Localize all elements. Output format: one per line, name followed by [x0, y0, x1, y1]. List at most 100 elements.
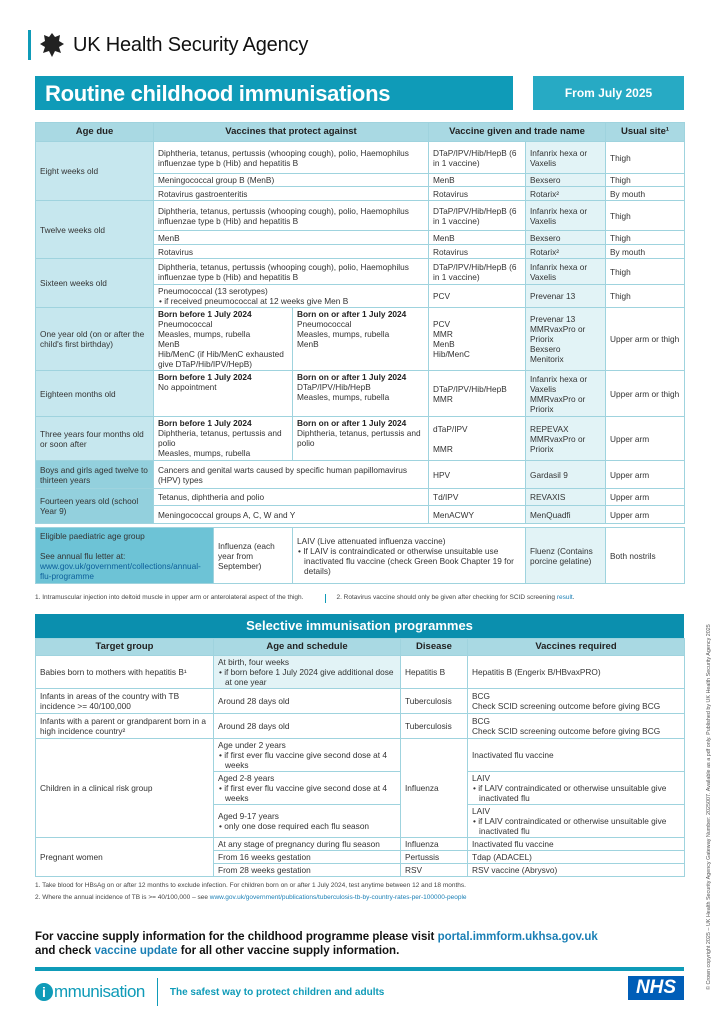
col-site: Usual site¹: [605, 122, 686, 142]
schedule-cell: Around 28 days old: [213, 713, 401, 739]
given-cell: DTaP/IPV/Hib/HepB MMR: [428, 370, 526, 417]
protects-cell: Cancers and genital warts caused by spec…: [153, 460, 429, 489]
given-cell: Rotavirus: [428, 186, 526, 201]
flu-vaccine: LAIV (Live attenuated influenza vaccine): [297, 535, 446, 546]
site-cell: Thigh: [605, 284, 686, 308]
schedule-cell: From 16 weeks gestation: [213, 850, 401, 864]
immform-link[interactable]: portal.immform.ukhsa.gov.uk: [437, 931, 598, 943]
born-before-cell: Born before 1 July 2024 No appointment: [153, 370, 293, 417]
trade-cell: Bexsero: [524, 173, 607, 187]
copyright-text: © Crown copyright 2025 – UK Health Secur…: [706, 624, 712, 990]
table-row: Twelve weeks old Diphtheria, tetanus, per…: [35, 200, 686, 259]
footnote-2: 2. Where the annual incidence of TB is >…: [35, 892, 467, 904]
trade-cell: Infanrix hexa or Vaxelis: [524, 200, 607, 231]
trade-cell: REVAXIS: [524, 488, 607, 506]
protects-cell: Pneumococcal (13 serotypes) • if received…: [153, 284, 429, 308]
nhs-logo: NHS: [628, 976, 684, 1000]
col-vaccines-required: Vaccines required: [467, 638, 685, 656]
age-cell: Eighteen months old: [35, 370, 154, 417]
col-age-schedule: Age and schedule: [213, 638, 401, 656]
trade-cell: Rotarix²: [524, 244, 607, 259]
footnote-1: 1. Intramuscular injection into deltoid …: [35, 594, 304, 601]
target-cell: Children in a clinical risk group: [35, 738, 214, 838]
scid-result-link[interactable]: result: [556, 594, 573, 601]
table-row: Pregnant women At any stage of pregnancy …: [35, 837, 685, 877]
site-cell: Thigh: [605, 173, 686, 187]
age-cell: One year old (on or after the child's fi…: [35, 307, 154, 371]
table-row: Fourteen years old (school Year 9) Tetanu…: [35, 488, 686, 524]
table-row: Three years four months old or soon afte…: [35, 416, 686, 461]
logo-bar: [28, 30, 31, 60]
trade-cell: Rotarix²: [524, 186, 607, 201]
table-row: Eligible paediatric age group See annual …: [35, 527, 685, 584]
schedule-cell: Aged 2-8 years • if first ever flu vaccin…: [213, 771, 401, 805]
org-name: UK Health Security Agency: [73, 33, 309, 56]
table-row: Aged 9-17 years • only one dose required …: [36, 804, 685, 838]
given-cell: MenB: [428, 173, 526, 187]
born-after-cell: Born on or after 1 July 2024 Diphtheria, …: [292, 416, 429, 461]
flu-letter-link[interactable]: www.gov.uk/government/collections/annual…: [40, 560, 201, 581]
footnotes-routine: 1. Intramuscular injection into deltoid …: [35, 594, 575, 603]
age-cell: Three years four months old or soon afte…: [35, 416, 154, 461]
given-cell: DTaP/IPV/Hib/HepB (6 in 1 vaccine): [428, 258, 526, 285]
given-cell: MenACWY: [428, 505, 526, 524]
site-cell: By mouth: [605, 244, 686, 259]
table-row: Eighteen months old Born before 1 July 20…: [35, 370, 686, 417]
schedule-cell: Around 28 days old: [213, 688, 401, 714]
table-row: Meningococcal groups A, C, W and Y MenACW…: [36, 505, 686, 524]
protects-cell: MenB: [153, 230, 429, 245]
vaccine-text: BCG: [472, 691, 490, 701]
site-cell: Upper arm or thigh: [605, 370, 686, 417]
given-cell: PCV: [428, 284, 526, 308]
routine-table: Age due Vaccines that protect against Va…: [35, 122, 686, 524]
bullet-text: • If LAIV is contraindicated or otherwis…: [298, 545, 514, 576]
footnote-2-end: .: [572, 594, 575, 601]
born-before-cell: Born before 1 July 2024 Diphtheria, tetan…: [153, 416, 293, 461]
table-row: One year old (on or after the child's fi…: [35, 307, 686, 371]
born-after-cell: Born on or after 1 July 2024 Pneumococcal…: [292, 307, 429, 371]
footer-divider: [35, 967, 684, 971]
table-row: From 28 weeks gestation RSV RSV vaccine (A…: [36, 863, 685, 877]
table-row: Rotavirus gastroenteritis Rotavirus Rotari…: [36, 186, 686, 201]
divider: [156, 978, 158, 1006]
footnote-1: 1. Take blood for HBsAg on or after 12 m…: [35, 882, 466, 889]
trade-cell: MenQuadfi: [524, 505, 607, 524]
bullet-content: if born before 1 July 2024 give addition…: [224, 667, 394, 687]
bullet-text: • if received pneumococcal at 12 weeks g…: [159, 296, 349, 306]
immunisation-wordmark: mmunisation: [54, 982, 145, 1001]
flu-trade: Fluenz (Contains porcine gelatine): [525, 527, 606, 584]
disease-cell: Influenza: [400, 837, 468, 851]
target-cell: Infants with a parent or grandparent bor…: [35, 713, 214, 739]
protects-text: Pneumococcal (13 serotypes): [158, 286, 268, 296]
target-cell: Babies born to mothers with hepatitis B¹: [35, 655, 214, 689]
age-cell: Eight weeks old: [35, 141, 154, 201]
trade-cell: Prevenar 13 MMRvaxPro or Priorix Bexsero Me…: [524, 307, 607, 371]
schedule-text: At birth, four weeks: [218, 657, 290, 667]
immunisation-logo: i mmunisation The safest way to protect c…: [35, 977, 384, 1007]
protects-cell: Diphtheria, tetanus, pertussis (whooping…: [153, 200, 429, 231]
schedule-cell: Age under 2 years • if first ever flu vac…: [213, 738, 401, 772]
table-row: Pneumococcal (13 serotypes) • if received…: [36, 284, 686, 308]
target-cell: Pregnant women: [35, 837, 214, 877]
disease-cell: Influenza: [400, 738, 468, 838]
given-cell: dTaP/IPV MMR: [428, 416, 526, 461]
selective-title: Selective immunisation programmes: [35, 614, 684, 638]
col-given: Vaccine given and trade name: [427, 122, 607, 142]
protects-cell: Diphtheria, tetanus, pertussis (whooping…: [153, 258, 429, 285]
vaccine-cell: RSV vaccine (Abrysvo): [467, 863, 685, 877]
vaccine-update-link[interactable]: vaccine update: [94, 945, 178, 957]
site-cell: Upper arm: [605, 488, 686, 506]
site-cell: Thigh: [605, 230, 686, 245]
protects-cell: Meningococcal group B (MenB): [153, 173, 429, 187]
flu-table: Eligible paediatric age group See annual …: [35, 527, 685, 584]
disease-cell: Tuberculosis: [400, 713, 468, 739]
trade-cell: Infanrix hexa or Vaxelis: [524, 141, 607, 174]
col-disease: Disease: [400, 638, 468, 656]
bullet-content: If LAIV is contraindicated or otherwise …: [303, 545, 514, 576]
trade-cell: REPEVAX MMRvaxPro or Priorix: [524, 416, 607, 461]
given-cell: HPV: [428, 460, 526, 489]
footnotes-selective: 1. Take blood for HBsAg on or after 12 m…: [35, 880, 467, 904]
tb-rates-link[interactable]: www.gov.uk/government/publications/tuber…: [209, 894, 467, 901]
site-cell: Thigh: [605, 258, 686, 285]
date-badge: From July 2025: [533, 76, 684, 110]
